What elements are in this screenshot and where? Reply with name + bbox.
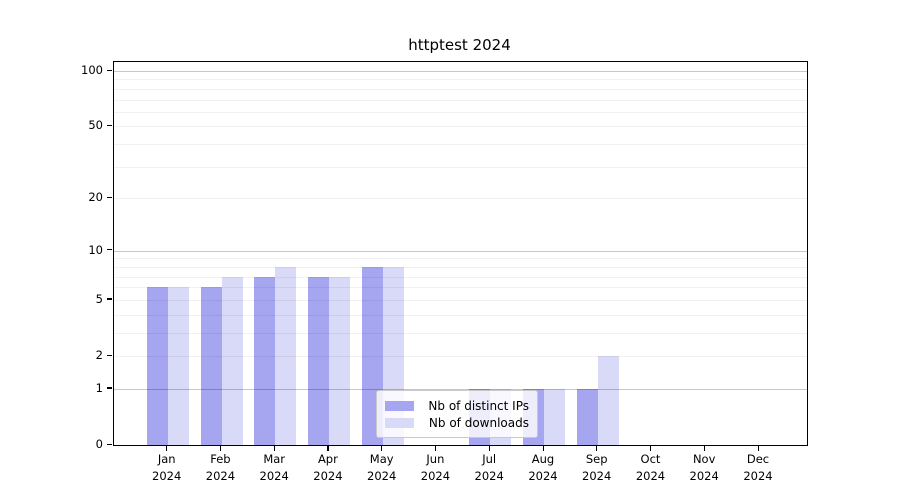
gridline-minor xyxy=(114,79,807,81)
y-tick-mark xyxy=(107,387,112,389)
gridline-major xyxy=(114,250,807,252)
gridline-major xyxy=(114,388,807,390)
legend-label: Nb of distinct IPs xyxy=(428,398,529,413)
bar-downloads xyxy=(275,266,297,445)
gridline-minor xyxy=(114,332,807,334)
x-tick-mark xyxy=(381,446,383,451)
y-tick-mark xyxy=(107,298,112,300)
x-tick-label: Mar 2024 xyxy=(259,452,289,483)
plot-area xyxy=(113,61,808,446)
x-tick-label: Feb 2024 xyxy=(205,452,236,483)
gridline-minor xyxy=(114,144,807,146)
y-tick-label: 100 xyxy=(81,63,103,77)
grid-layer xyxy=(114,62,807,445)
y-tick-label: 10 xyxy=(88,242,103,257)
x-tick-label: Apr 2024 xyxy=(313,452,343,483)
x-tick-mark xyxy=(273,446,275,451)
y-tick-label: 0 xyxy=(95,437,103,451)
gridline-major xyxy=(114,71,807,72)
x-tick-mark xyxy=(542,446,544,451)
gridline-minor xyxy=(114,314,807,316)
y-tick-label: 50 xyxy=(88,118,103,133)
legend: Nb of distinct IPs Nb of downloads xyxy=(376,390,538,438)
chart-title: httptest 2024 xyxy=(408,36,511,54)
x-tick-label: Jul 2024 xyxy=(474,452,504,483)
y-tick-label: 1 xyxy=(95,380,103,395)
x-tick-label: Sep 2024 xyxy=(582,452,612,483)
y-tick-mark xyxy=(107,443,112,445)
legend-swatch-downloads xyxy=(385,417,414,428)
x-tick-mark xyxy=(219,446,222,451)
gridline-minor xyxy=(114,266,807,268)
x-tick-mark xyxy=(327,446,329,451)
legend-item-downloads: Nb of downloads xyxy=(385,414,529,431)
gridline-minor xyxy=(114,126,807,128)
x-tick-mark xyxy=(650,446,652,451)
x-tick-mark xyxy=(596,446,598,451)
y-tick-mark xyxy=(107,196,112,199)
legend-label: Nb of downloads xyxy=(428,415,529,430)
y-tick-mark xyxy=(107,249,112,251)
y-tick-mark xyxy=(107,124,112,127)
x-tick-mark xyxy=(166,446,168,451)
x-tick-mark xyxy=(757,446,759,451)
bar-distinct-ips xyxy=(307,276,329,445)
x-tick-label: Oct 2024 xyxy=(635,452,666,483)
gridline-minor xyxy=(114,198,807,200)
x-tick-label: Jan 2024 xyxy=(152,452,182,483)
gridline-minor xyxy=(114,356,807,357)
legend-swatch-distinct-ips xyxy=(385,400,414,411)
bar-distinct-ips xyxy=(254,276,276,445)
x-tick-label: Jun 2024 xyxy=(420,452,451,483)
x-tick-mark xyxy=(434,446,437,451)
y-tick-mark xyxy=(107,354,112,356)
gridline-minor xyxy=(114,287,807,289)
gridline-minor xyxy=(114,276,807,278)
gridline-minor xyxy=(114,111,807,113)
gridline-minor xyxy=(114,99,807,101)
gridline-minor xyxy=(114,299,807,301)
gridline-minor xyxy=(114,258,807,260)
bar-distinct-ips xyxy=(576,388,598,445)
bar-downloads xyxy=(543,388,565,445)
x-tick-label: Dec 2024 xyxy=(743,452,773,483)
y-tick-mark xyxy=(107,69,112,71)
gridline-minor xyxy=(114,88,807,90)
x-tick-label: Aug 2024 xyxy=(528,452,558,483)
x-tick-label: Nov 2024 xyxy=(689,452,719,483)
bar-distinct-ips xyxy=(200,287,222,445)
x-tick-mark xyxy=(488,446,490,451)
bar-downloads xyxy=(597,356,619,445)
y-tick-label: 5 xyxy=(95,291,103,306)
bar-distinct-ips xyxy=(146,287,168,445)
x-tick-label: May 2024 xyxy=(367,452,397,483)
bar-downloads xyxy=(328,276,350,445)
bar-downloads xyxy=(167,287,189,445)
bar-downloads xyxy=(221,276,243,445)
gridline-minor xyxy=(114,166,807,168)
x-tick-mark xyxy=(703,446,705,451)
y-tick-label: 2 xyxy=(95,348,103,362)
legend-item-distinct-ips: Nb of distinct IPs xyxy=(385,397,529,414)
y-tick-label: 20 xyxy=(88,190,103,205)
